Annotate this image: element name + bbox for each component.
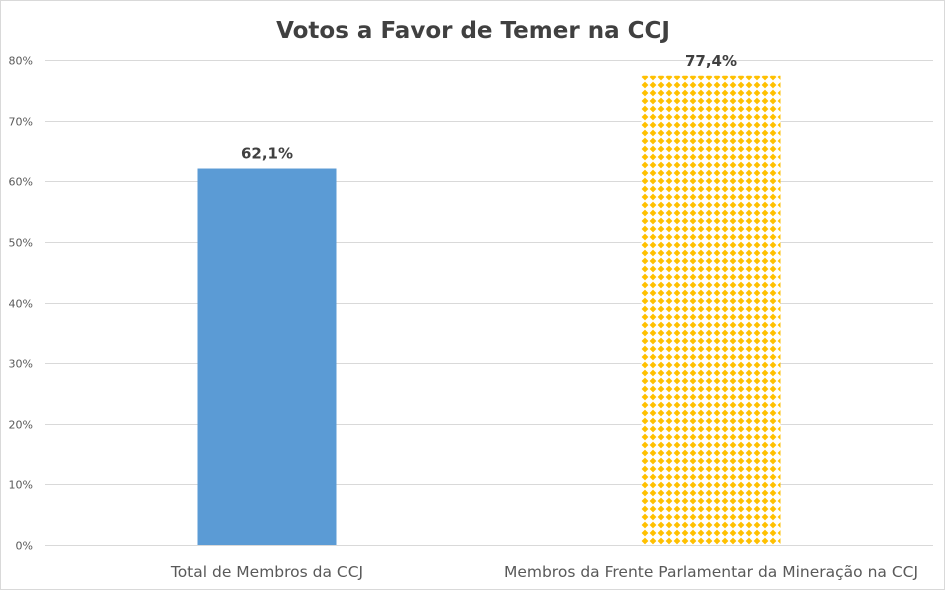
data-labels: 62,1% 77,4% [241,52,737,163]
data-label-1: 62,1% [241,145,293,163]
y-tick-label: 80% [9,55,33,68]
x-category-label-2: Membros da Frente Parlamentar da Mineraç… [504,563,918,581]
bar-2 [641,75,781,545]
x-axis-categories: Total de Membros da CCJ Membros da Frente… [170,563,918,581]
y-axis-ticks: 0% 10% 20% 30% 40% 50% 60% 70% 80% [9,55,33,553]
chart-title: Votos a Favor de Temer na CCJ [276,18,670,44]
bar-1 [197,168,337,546]
y-tick-label: 20% [9,419,33,432]
data-label-2: 77,4% [685,52,737,70]
y-tick-label: 10% [9,479,33,492]
y-tick-label: 60% [9,176,33,189]
gridlines [45,60,933,546]
bars [197,75,781,546]
y-tick-label: 70% [9,116,33,129]
y-tick-label: 30% [9,358,33,371]
y-tick-label: 50% [9,237,33,250]
y-tick-label: 0% [16,540,33,553]
y-tick-label: 40% [9,298,33,311]
x-category-label-1: Total de Membros da CCJ [170,563,363,581]
